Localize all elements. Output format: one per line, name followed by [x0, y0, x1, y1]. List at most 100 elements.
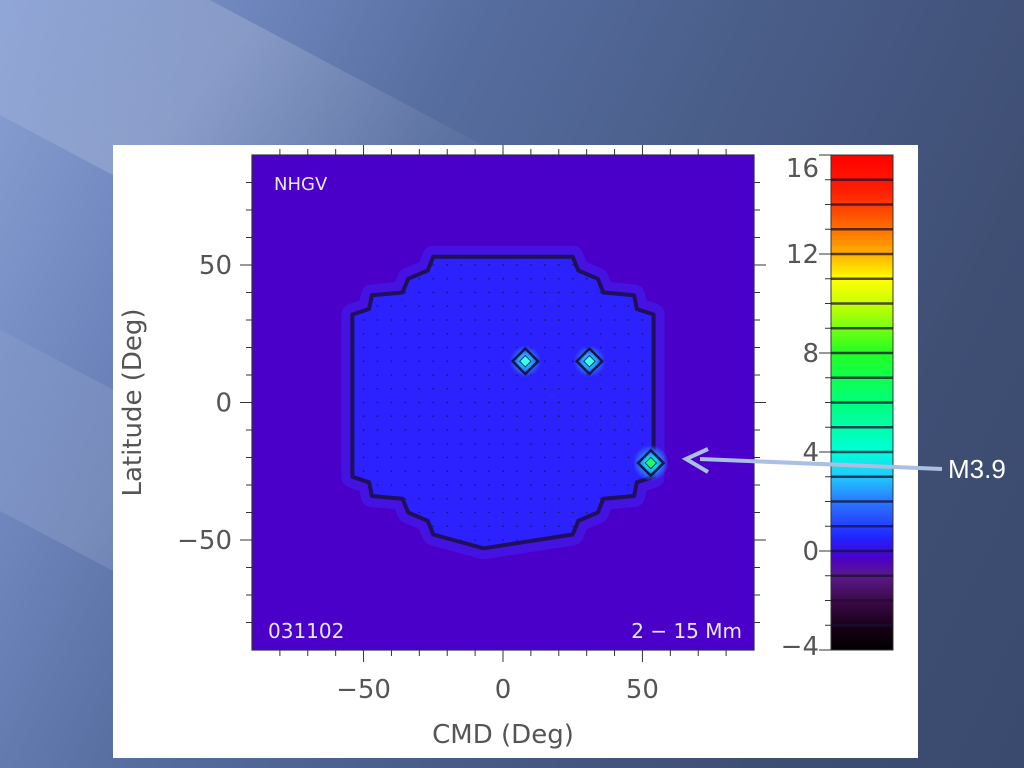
grid-dot: [557, 401, 560, 404]
grid-dot: [599, 291, 602, 294]
grid-dot: [390, 470, 393, 473]
grid-dot: [502, 360, 504, 363]
grid-dot: [543, 525, 546, 528]
grid-dot: [502, 442, 504, 445]
grid-dot: [613, 346, 616, 349]
grid-dot: [502, 484, 504, 486]
grid-dot: [599, 442, 602, 445]
grid-dot: [516, 525, 518, 528]
grid-dot: [571, 511, 574, 514]
grid-dot: [362, 442, 365, 445]
grid-dot: [460, 456, 463, 459]
grid-dot: [571, 442, 574, 445]
grid-dot: [641, 415, 644, 418]
grid-dot: [474, 332, 477, 335]
colorbar-tick-label: 12: [786, 240, 819, 270]
x-tick-label: 0: [495, 675, 512, 705]
grid-dot: [474, 442, 477, 445]
grid-dot: [418, 511, 421, 514]
grid-dot: [557, 442, 560, 445]
grid-dot: [502, 305, 504, 308]
grid-dot: [543, 346, 546, 349]
grid-dot: [557, 497, 560, 500]
grid-dot: [390, 387, 393, 390]
flux-source-contour: [510, 346, 540, 376]
grid-dot: [404, 305, 407, 308]
grid-dot: [488, 511, 490, 514]
grid-dot: [543, 360, 546, 363]
grid-dot: [641, 319, 644, 321]
grid-dot: [488, 525, 490, 528]
grid-dot: [418, 470, 421, 473]
grid-dot: [529, 291, 532, 294]
grid-dot: [418, 319, 421, 321]
grid-dot: [571, 484, 574, 486]
grid-dot: [432, 346, 435, 349]
grid-dot: [474, 305, 477, 308]
grid-dot: [376, 429, 379, 431]
grid-dot: [404, 401, 407, 404]
grid-dot: [446, 415, 449, 418]
grid-dot: [488, 401, 490, 404]
grid-dot: [404, 470, 407, 473]
grid-dot: [404, 442, 407, 445]
grid-dot: [641, 442, 644, 445]
grid-dot: [474, 415, 477, 418]
grid-dot: [488, 539, 490, 541]
grid-dot: [362, 360, 365, 363]
grid-dot: [432, 497, 435, 500]
grid-dot: [516, 332, 518, 335]
colorbar-tick-label: 16: [786, 154, 819, 184]
grid-dot: [571, 497, 574, 500]
grid-dot: [529, 305, 532, 308]
grid-dot: [557, 374, 560, 376]
flux-source-contour: [574, 346, 604, 376]
grid-dot: [432, 429, 435, 431]
grid-dot: [418, 497, 421, 500]
grid-dot: [446, 497, 449, 500]
grid-dot: [571, 429, 574, 431]
grid-dot: [376, 484, 379, 486]
grid-dot: [627, 305, 630, 308]
chart-panel: −50 0 50 50 0 −50 NHGV 031102 2 − 15 Mm CMD (…: [113, 143, 918, 758]
grid-dot: [474, 511, 477, 514]
grid-dot: [599, 346, 602, 349]
grid-dot: [390, 442, 393, 445]
grid-dot: [641, 401, 644, 404]
grid-dot: [404, 360, 407, 363]
grid-dot: [432, 319, 435, 321]
grid-dot: [571, 387, 574, 390]
grid-dot: [362, 319, 365, 321]
grid-dot: [432, 277, 435, 280]
grid-dot: [446, 332, 449, 335]
grid-dot: [362, 456, 365, 459]
grid-dot: [460, 319, 463, 321]
grid-dot: [502, 415, 504, 418]
grid-dot: [460, 332, 463, 335]
grid-dot: [390, 332, 393, 335]
grid-dot: [460, 429, 463, 431]
colorbar-tick-label: −4: [781, 632, 819, 662]
grid-dot: [516, 264, 518, 266]
grid-dot: [376, 401, 379, 404]
grid-dot: [627, 401, 630, 404]
grid-dot: [460, 484, 463, 486]
grid-dot: [585, 456, 588, 459]
grid-dot: [516, 539, 518, 541]
grid-dot: [404, 319, 407, 321]
grid-dot: [460, 360, 463, 363]
grid-dot: [460, 442, 463, 445]
grid-dot: [446, 401, 449, 404]
grid-dot: [404, 484, 407, 486]
grid-dot: [502, 346, 504, 349]
grid-dot: [529, 525, 532, 528]
grid-dot: [418, 401, 421, 404]
colorbar-axis: 16 12 8 4 0 −4: [781, 154, 831, 662]
grid-dot: [474, 525, 477, 528]
grid-dot: [516, 401, 518, 404]
grid-dot: [432, 415, 435, 418]
grid-dot: [557, 415, 560, 418]
grid-dot: [516, 497, 518, 500]
grid-dot: [488, 387, 490, 390]
grid-dot: [502, 511, 504, 514]
